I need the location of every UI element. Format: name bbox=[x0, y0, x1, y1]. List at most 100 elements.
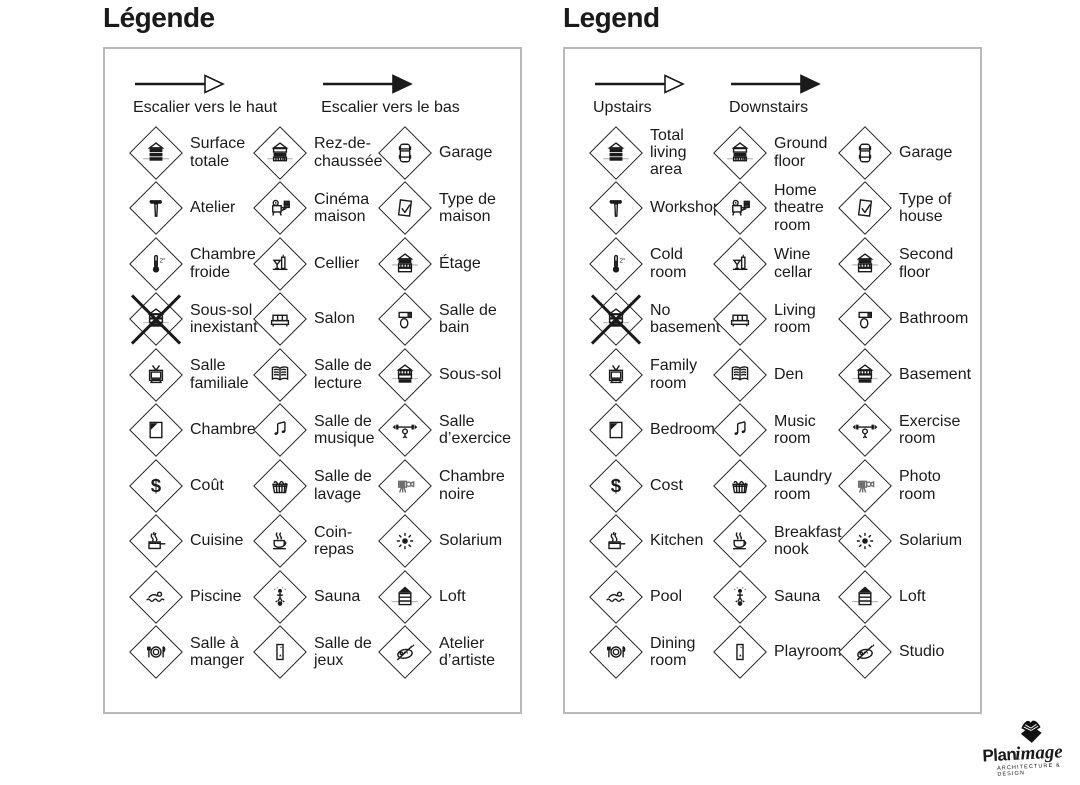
legend-item-label: Chambre froide bbox=[190, 246, 256, 281]
stairs-up-arrow: Escalier vers le haut bbox=[133, 73, 277, 117]
legend-item-icon bbox=[253, 236, 307, 291]
legend-item: Type of house bbox=[838, 180, 988, 236]
workshop-icon bbox=[602, 194, 630, 222]
legend-item-icon bbox=[129, 125, 183, 180]
legend-item-icon bbox=[713, 347, 767, 402]
legend-item-icon bbox=[713, 403, 767, 457]
legend-item: No basement bbox=[589, 291, 720, 347]
legend-item-icon bbox=[838, 514, 892, 568]
legend-item-icon bbox=[838, 125, 892, 180]
legend-item: Chambre bbox=[129, 402, 256, 458]
legend-item-icon bbox=[713, 236, 767, 291]
legend-item-label: Type de maison bbox=[439, 190, 496, 226]
legend-item: Home theatre room bbox=[713, 180, 838, 236]
legend-item: Garage bbox=[838, 125, 988, 181]
legend-item-label: Studio bbox=[899, 643, 945, 661]
down-arrow-label: Escalier vers le bas bbox=[321, 99, 460, 116]
photo-room-icon bbox=[851, 472, 879, 500]
legend-item: Salle familiale bbox=[129, 347, 253, 403]
playroom-icon bbox=[266, 638, 294, 666]
garage-icon bbox=[391, 139, 419, 167]
legend-item-label: Dining room bbox=[650, 634, 696, 670]
legend-item: Chambre noire bbox=[378, 458, 528, 514]
legend-item-label: Salle de jeux bbox=[314, 634, 372, 670]
breakfast-nook-icon bbox=[726, 527, 754, 555]
legend-item-icon bbox=[129, 181, 183, 235]
family-room-icon bbox=[142, 361, 170, 389]
dining-room-icon bbox=[142, 638, 170, 666]
down-arrow-icon bbox=[323, 74, 413, 94]
legend-item-label: Ground floor bbox=[774, 135, 828, 170]
legend-item: Exercise room bbox=[838, 402, 988, 458]
legend-item: Studio bbox=[838, 624, 988, 680]
ground-floor-icon bbox=[266, 139, 294, 167]
legend-item: Dining room bbox=[589, 624, 713, 680]
legend-item-icon bbox=[589, 347, 643, 402]
legend-item: Living room bbox=[713, 291, 838, 347]
legend-item-icon bbox=[713, 625, 767, 679]
legend-item-icon bbox=[838, 347, 892, 402]
cost-icon bbox=[142, 472, 170, 500]
legend-item-label: Cold room bbox=[650, 246, 687, 281]
total-area-icon bbox=[142, 139, 170, 167]
legend-item-label: Breakfast nook bbox=[774, 523, 842, 559]
legend-item-label: Playroom bbox=[774, 643, 842, 661]
legend-item-icon bbox=[129, 514, 183, 568]
legend-item-label: Bathroom bbox=[899, 310, 969, 328]
legend-item: Piscine bbox=[129, 569, 253, 625]
sauna-icon bbox=[266, 583, 294, 611]
legend-item: Workshop bbox=[589, 180, 722, 236]
legend-item-icon bbox=[253, 181, 307, 235]
legend-item: Breakfast nook bbox=[713, 513, 842, 569]
legend-item: Cellier bbox=[253, 236, 378, 292]
legend-item-icon bbox=[589, 514, 643, 568]
legend-item-icon bbox=[838, 625, 892, 679]
second-floor-icon bbox=[851, 250, 879, 278]
legend-item-icon bbox=[838, 458, 892, 513]
wine-cellar-icon bbox=[266, 250, 294, 278]
legend-item-icon bbox=[129, 236, 183, 291]
legend-item-label: Living room bbox=[774, 301, 816, 337]
legend-item-label: Garage bbox=[899, 143, 953, 161]
legend-item-label: Sauna bbox=[774, 587, 821, 605]
no-basement-icon bbox=[142, 305, 170, 333]
up-arrow-icon bbox=[135, 74, 225, 94]
legend-item-label: Chambre noire bbox=[439, 468, 505, 503]
legend-item-icon bbox=[713, 292, 767, 346]
music-room-icon bbox=[726, 416, 754, 444]
legend-item-label: Laundry room bbox=[774, 468, 832, 503]
exercise-room-icon bbox=[391, 416, 419, 444]
legend-item: Pool bbox=[589, 569, 713, 625]
legend-item: Garage bbox=[378, 125, 528, 181]
legend-item-label: Total living area bbox=[650, 126, 687, 179]
legend-item: Cold room bbox=[589, 236, 713, 292]
legend-item-label: Étage bbox=[439, 254, 481, 272]
legend-item-icon bbox=[129, 625, 183, 679]
legend-item-icon bbox=[838, 569, 892, 624]
legend-item-icon bbox=[253, 514, 307, 568]
legend-item-label: Atelier d’artiste bbox=[439, 634, 496, 670]
legend-item-icon bbox=[129, 347, 183, 402]
sauna-icon bbox=[726, 583, 754, 611]
legend-item-icon bbox=[253, 125, 307, 180]
legend-item: Salon bbox=[253, 291, 378, 347]
home-theatre-icon bbox=[726, 194, 754, 222]
legend-item-icon bbox=[253, 569, 307, 624]
legend-item: Basement bbox=[838, 347, 988, 403]
studio-icon bbox=[391, 638, 419, 666]
legend-item-icon bbox=[589, 458, 643, 513]
legend-item-label: Den bbox=[774, 365, 804, 383]
legend-item-label: Rez-de-chaussée bbox=[314, 135, 383, 170]
page-title-english: Legend bbox=[563, 2, 660, 33]
up-arrow-label: Upstairs bbox=[593, 99, 652, 116]
legend-item: Photo room bbox=[838, 458, 988, 514]
playroom-icon bbox=[726, 638, 754, 666]
legend-grid-english: Total living area Ground floor Garage Wo… bbox=[565, 119, 980, 680]
legend-item-label: Sous-sol inexistant bbox=[190, 301, 258, 337]
cold-room-icon bbox=[142, 250, 170, 278]
no-basement-icon bbox=[602, 305, 630, 333]
down-arrow-icon bbox=[731, 74, 821, 94]
legend-item-icon bbox=[589, 625, 643, 679]
legend-item-icon bbox=[129, 292, 183, 346]
legend-panel-french: Escalier vers le haut Escalier vers le b… bbox=[103, 47, 522, 714]
